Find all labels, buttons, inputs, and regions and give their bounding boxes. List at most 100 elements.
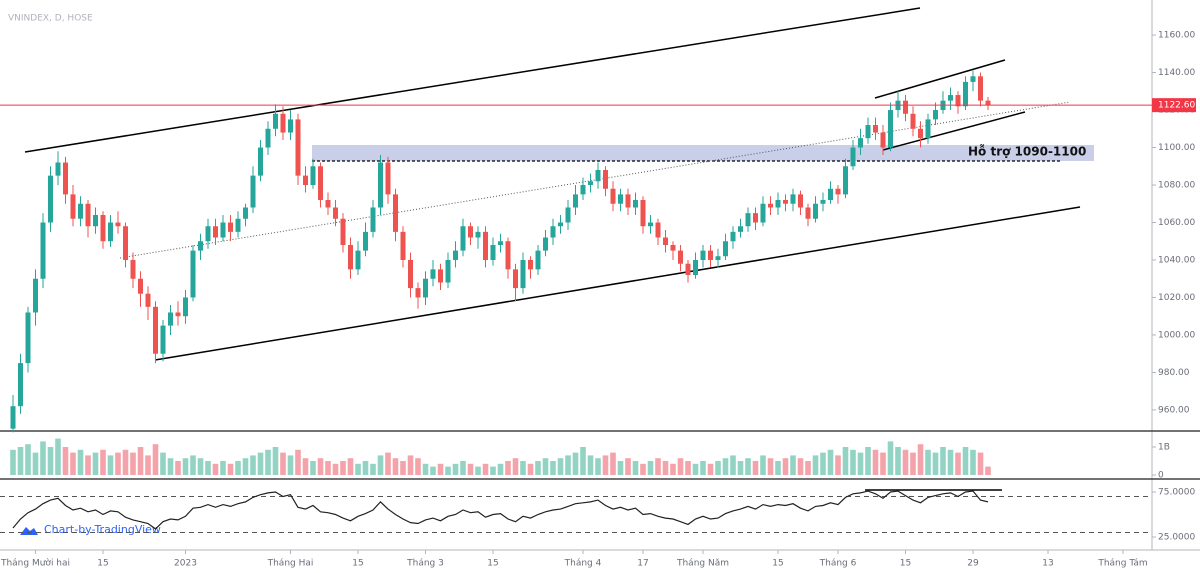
candle-body	[78, 203, 83, 219]
candle-body	[280, 113, 286, 133]
volume-bar	[250, 455, 256, 475]
candle-body	[10, 406, 16, 429]
rsi-line	[12, 490, 989, 530]
candle-body	[115, 222, 121, 227]
volume-bar	[227, 463, 234, 475]
candle-body	[610, 188, 616, 204]
volume-bar	[122, 449, 129, 475]
candle-body	[835, 188, 841, 195]
x-tick-label: 13	[1042, 559, 1053, 569]
volume-bar	[445, 466, 451, 475]
volume-bar	[332, 463, 339, 475]
candle-body	[273, 113, 278, 129]
channel-lower	[154, 206, 1081, 361]
volume-tick-label: 1B	[1158, 443, 1170, 453]
rsi-tick-label: 25.0000	[1158, 533, 1195, 543]
volume-bar	[730, 455, 736, 475]
candle-body	[858, 138, 863, 148]
volume-bar	[760, 455, 766, 475]
x-tick-label: 15	[900, 559, 911, 569]
volume-bar	[940, 447, 946, 475]
candle-body	[505, 241, 511, 270]
candle-body	[123, 226, 128, 260]
volume-bar	[932, 452, 939, 475]
volume-bar	[145, 455, 151, 475]
y-tick-label: 1060.00	[1158, 218, 1195, 228]
y-tick-label: 960.00	[1158, 405, 1190, 415]
volume-bar	[190, 455, 196, 475]
candle-body	[55, 162, 61, 176]
x-tick-label: 17	[637, 559, 648, 569]
volume-bar	[572, 452, 579, 475]
volume-bar	[610, 452, 616, 475]
candle-body	[423, 278, 428, 298]
candle-body	[955, 95, 961, 107]
volume-bar	[107, 455, 114, 475]
candle-body	[468, 226, 473, 238]
volume-bar	[550, 461, 556, 475]
volume-bar	[677, 458, 684, 475]
watermark-icon	[20, 527, 38, 535]
candle-body	[670, 244, 676, 251]
candle-body	[603, 170, 608, 189]
candle-body	[370, 207, 376, 232]
candle-body	[40, 222, 46, 279]
volume-bar	[887, 441, 894, 475]
x-tick-label: Tháng Năm	[676, 559, 729, 569]
volume-bar	[505, 461, 511, 475]
x-tick-label: 15	[772, 559, 783, 569]
candle-body	[213, 226, 218, 238]
volume-bar	[467, 463, 474, 475]
volume-bar	[985, 466, 991, 475]
candle-body	[153, 306, 158, 354]
candle-body	[783, 200, 788, 204]
volume-bar	[482, 463, 489, 475]
candle-body	[325, 200, 331, 208]
volume-bar	[115, 452, 121, 475]
candle-body	[310, 166, 316, 186]
candle-body	[513, 269, 518, 289]
x-tick-label: 15	[487, 559, 498, 569]
volume-bar	[265, 449, 271, 475]
volume-bar	[310, 461, 316, 475]
candle-body	[303, 175, 308, 186]
volume-bar	[880, 452, 886, 475]
candle-body	[93, 215, 98, 227]
candle-body	[400, 231, 406, 260]
candle-body	[130, 259, 136, 279]
candle-body	[85, 203, 91, 227]
volume-bar	[452, 463, 459, 475]
y-tick-label: 1000.00	[1158, 330, 1195, 340]
volume-bar	[377, 455, 384, 475]
volume-bar	[385, 452, 391, 475]
candle-body	[708, 250, 713, 260]
volume-bar	[587, 455, 594, 475]
y-tick-label: 1140.00	[1158, 68, 1195, 78]
candle-body	[460, 226, 466, 251]
plot-layer: 960.00 980.00 1000.00 1020.00 1040.00 1060.00…	[0, 31, 1196, 569]
x-tick-label: Tháng Mười hai	[0, 558, 70, 569]
candle-body	[198, 241, 203, 251]
y-tick-label: 1160.00	[1158, 31, 1195, 41]
candle-body	[543, 237, 548, 251]
volume-bar	[355, 463, 361, 475]
volume-bar	[782, 458, 789, 475]
candle-body	[528, 259, 533, 270]
volume-bar	[92, 452, 99, 475]
volume-bar	[55, 438, 61, 475]
candle-body	[18, 363, 23, 407]
volume-bar	[137, 447, 144, 475]
candle-body	[48, 175, 53, 223]
candle-body	[663, 237, 668, 245]
volume-bar	[910, 452, 916, 475]
candle-body	[490, 244, 496, 260]
candle-body	[348, 244, 353, 270]
candle-body	[228, 222, 233, 232]
candle-body	[678, 250, 683, 264]
x-tick-label: 15	[352, 559, 363, 569]
volume-bar	[580, 447, 586, 475]
channel-upper	[24, 7, 921, 153]
candle-body	[438, 269, 443, 283]
candle-body	[190, 250, 196, 298]
volume-bar	[655, 458, 661, 475]
